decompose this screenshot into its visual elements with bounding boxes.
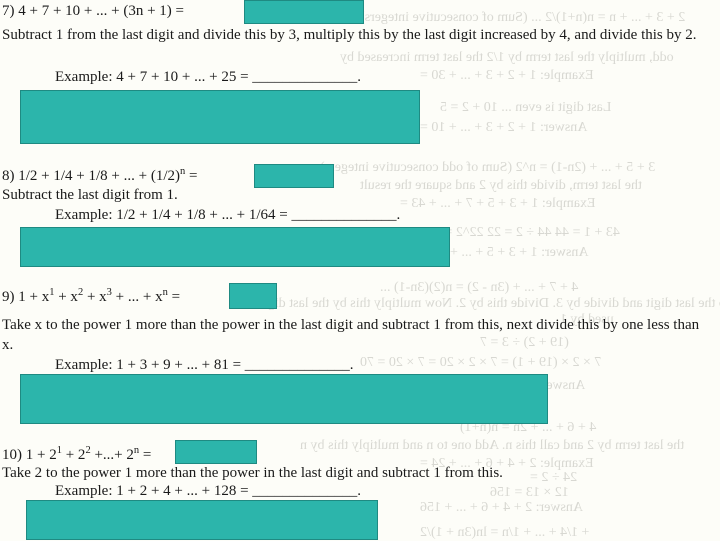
ghost-text: to the last digit and divide by 3. Divid…: [260, 296, 720, 312]
ghost-text: Answer: 1 + 2 + 3 + ... + 10 =: [420, 120, 587, 136]
problem8-box2: [20, 227, 450, 267]
problem7-example: Example: 4 + 7 + 10 + ... + 25 = _______…: [55, 68, 361, 88]
p7-formula-text: 7) 4 + 7 + 10 + ... + (3n + 1) =: [2, 3, 184, 19]
problem9-example: Example: 1 + 3 + 9 + ... + 81 = ________…: [55, 356, 354, 376]
problem7-instruction: Subtract 1 from the last digit and divid…: [2, 26, 712, 46]
ghost-text: Last digit is even ... 10 + 2 = 5: [440, 100, 611, 116]
problem10-formula: 10) 1 + 21 + 22 +...+ 2n =: [2, 444, 151, 466]
ghost-text: 4 + 7 + ... + (3n - 2) = n(2)(3n-1) ...: [380, 280, 578, 296]
ghost-text: 7 × 2 × (19 + 1) = 7 × 2 × 20 = 7 × 20 =…: [360, 355, 601, 371]
ghost-text: Example: 1 + 3 + 5 + 7 + ... + 43 =: [400, 196, 596, 212]
problem9-box2: [20, 374, 548, 424]
problem9-instruction: Take x to the power 1 more than the powe…: [2, 316, 712, 355]
problem7-box1: [244, 0, 364, 24]
problem7-box2: [20, 90, 420, 144]
p9-e: =: [168, 289, 180, 305]
problem8-formula: 8) 1/2 + 1/4 + 1/8 + ... + (1/2)n =: [2, 165, 197, 187]
ghost-text: 12 × 13 = 156: [490, 485, 569, 501]
problem8-box1: [254, 164, 334, 188]
problem10-example: Example: 1 + 2 + 4 + ... + 128 = _______…: [55, 482, 361, 502]
ghost-text: odd, multiply the last term by 1/2 the l…: [340, 50, 674, 66]
ghost-text: the last term by 2 and call this n. Add …: [300, 438, 684, 454]
problem7-formula: 7) 4 + 7 + 10 + ... + (3n + 1) =: [2, 2, 184, 22]
ghost-text: 3 + 5 + ... + (2n-1) = n^2 (Sum of odd c…: [320, 160, 655, 176]
p8-f2: =: [185, 168, 197, 184]
problem8-instruction: Subtract the last digit from 1.: [2, 186, 178, 206]
p10-d: =: [139, 447, 151, 463]
problem9-formula: 9) 1 + x1 + x2 + x3 + ... + xn =: [2, 286, 180, 308]
p9-d: + ... + x: [112, 289, 163, 305]
ghost-text: Example: 1 + 2 + 3 + ... + 30 =: [420, 68, 594, 84]
p8-f1: 8) 1/2 + 1/4 + 1/8 + ... + (1/2): [2, 168, 180, 184]
ghost-text: + 1/4 + ... + 1/n = ln(3n + 1)/2: [420, 525, 589, 541]
ghost-text: 2 + 3 + ... + n = n(n+1)/2 ... (Sum of c…: [360, 10, 685, 26]
p10-b: + 2: [62, 447, 85, 463]
problem10-box2: [26, 500, 378, 540]
ghost-text: the last term, divide this by 2 and squa…: [360, 178, 642, 194]
p10-c: +...+ 2: [91, 447, 134, 463]
p9-c: + x: [83, 289, 106, 305]
problem8-example: Example: 1/2 + 1/4 + 1/8 + ... + 1/64 = …: [55, 206, 400, 226]
p9-a: 9) 1 + x: [2, 289, 49, 305]
problem9-box1: [229, 283, 277, 309]
problem10-instruction: Take 2 to the power 1 more than the powe…: [2, 464, 712, 484]
p9-b: + x: [54, 289, 77, 305]
p10-a: 10) 1 + 2: [2, 447, 57, 463]
problem10-box1: [175, 440, 257, 464]
ghost-text: Answer: 1 + 3 + 5 + ... +: [450, 245, 589, 261]
ghost-text: Answer: 2 + 4 + 6 + ... + 156: [420, 500, 583, 516]
